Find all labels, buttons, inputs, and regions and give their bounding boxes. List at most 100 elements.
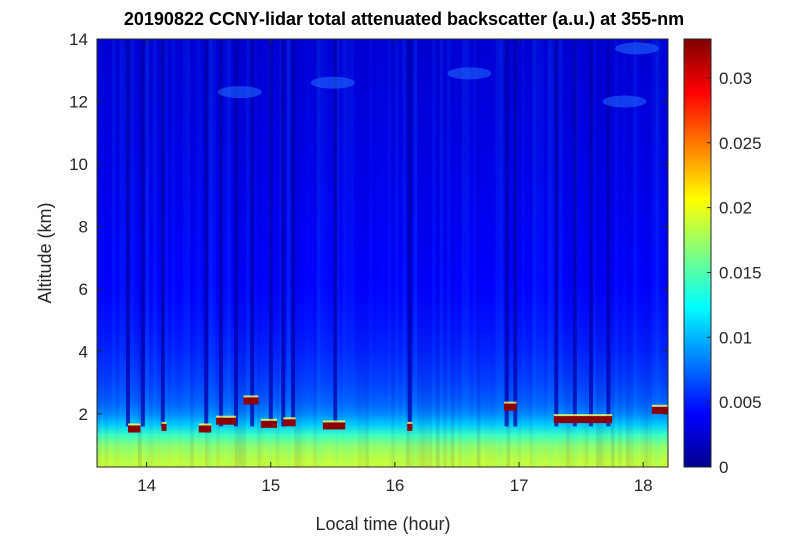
signal-column bbox=[190, 39, 194, 467]
signal-column bbox=[521, 39, 526, 467]
signal-column bbox=[216, 39, 220, 467]
signal-column bbox=[152, 39, 157, 467]
signal-dropout-column bbox=[589, 39, 593, 427]
signal-column bbox=[551, 39, 555, 467]
signal-dropout-column bbox=[554, 39, 559, 427]
signal-column bbox=[175, 39, 179, 467]
signal-column bbox=[101, 39, 105, 467]
signal-column bbox=[633, 39, 637, 467]
signal-column bbox=[599, 39, 604, 467]
signal-column bbox=[179, 39, 183, 467]
x-tick-label: 18 bbox=[634, 476, 653, 495]
signal-column bbox=[369, 39, 373, 467]
signal-column bbox=[413, 39, 418, 467]
y-tick-label: 10 bbox=[69, 155, 88, 174]
colorbar-tick-label: 0 bbox=[719, 458, 728, 477]
signal-column bbox=[424, 39, 429, 467]
signal-column bbox=[473, 39, 477, 467]
signal-column bbox=[194, 39, 198, 467]
signal-column bbox=[309, 39, 313, 467]
signal-column bbox=[663, 39, 667, 467]
signal-dropout-column bbox=[219, 39, 224, 427]
signal-column bbox=[443, 39, 447, 467]
signal-column bbox=[302, 39, 306, 467]
signal-column bbox=[432, 39, 436, 467]
signal-column bbox=[354, 39, 358, 467]
signal-column bbox=[119, 39, 123, 467]
signal-column bbox=[618, 39, 622, 467]
colorbar-tick-label: 0.02 bbox=[719, 199, 752, 218]
signal-column bbox=[104, 39, 109, 467]
cloud-layer bbox=[553, 416, 613, 424]
signal-column bbox=[417, 39, 421, 467]
signal-column bbox=[428, 39, 433, 467]
signal-column bbox=[465, 39, 470, 467]
signal-column bbox=[342, 39, 347, 467]
signal-dropout-column bbox=[291, 39, 296, 427]
signal-dropout-column bbox=[140, 39, 145, 427]
cloud-layer bbox=[283, 419, 296, 427]
signal-column bbox=[108, 39, 112, 467]
signal-column bbox=[655, 39, 660, 467]
signal-column bbox=[536, 39, 541, 467]
signal-column bbox=[320, 39, 325, 467]
signal-dropout-column bbox=[234, 39, 238, 427]
signal-dropout-column bbox=[513, 39, 518, 427]
signal-column bbox=[227, 39, 231, 467]
signal-dropout-column bbox=[572, 39, 577, 427]
signal-column bbox=[391, 39, 395, 467]
cloud-layer-edge bbox=[322, 420, 346, 423]
signal-dropout-column bbox=[160, 39, 165, 427]
colorbar-tick-label: 0.005 bbox=[719, 393, 762, 412]
colorbar-tick-label: 0.03 bbox=[719, 69, 752, 88]
signal-column bbox=[357, 39, 362, 467]
signal-column bbox=[402, 39, 407, 467]
cloud-layer-edge bbox=[260, 418, 277, 421]
cloud-layer-edge bbox=[651, 404, 668, 407]
high-cloud-patch bbox=[615, 42, 659, 55]
signal-column bbox=[224, 39, 228, 467]
signal-column bbox=[313, 39, 317, 467]
signal-column bbox=[346, 39, 351, 467]
signal-column bbox=[648, 39, 652, 467]
signal-column bbox=[387, 39, 392, 467]
signal-column bbox=[659, 39, 663, 467]
x-axis: 14 15 16 17 18 bbox=[137, 39, 653, 495]
signal-column bbox=[261, 39, 265, 467]
high-cloud-patch bbox=[217, 86, 262, 99]
cloud-layer bbox=[260, 420, 277, 428]
signal-column bbox=[361, 39, 366, 467]
y-tick-label: 6 bbox=[79, 280, 88, 299]
signal-column bbox=[130, 39, 135, 467]
signal-column bbox=[547, 39, 552, 467]
signal-column bbox=[421, 39, 425, 467]
cloud-layer bbox=[161, 423, 167, 431]
signal-column bbox=[294, 39, 299, 467]
signal-column bbox=[394, 39, 399, 467]
cloud-layer-edge bbox=[553, 414, 613, 417]
signal-dropout-column bbox=[407, 39, 412, 427]
colorbar-tick-label: 0.01 bbox=[719, 328, 752, 347]
signal-column bbox=[157, 39, 161, 467]
signal-column bbox=[149, 39, 153, 467]
cloud-layer-edge bbox=[243, 395, 259, 398]
colorbar-axis: 0 0.005 0.01 0.015 0.02 0.025 0.03 bbox=[707, 69, 762, 477]
colorbar-tick-label: 0.015 bbox=[719, 263, 762, 282]
signal-column bbox=[399, 39, 403, 467]
y-axis-label: Altitude (km) bbox=[35, 202, 55, 303]
signal-column bbox=[208, 39, 213, 467]
cloud-layer-edge bbox=[407, 421, 413, 424]
signal-column bbox=[171, 39, 176, 467]
y-tick-label: 2 bbox=[79, 405, 88, 424]
signal-column bbox=[134, 39, 138, 467]
signal-column bbox=[577, 39, 581, 467]
high-cloud-patch bbox=[310, 76, 355, 89]
signal-column bbox=[97, 39, 101, 467]
y-axis: 2 4 6 8 10 12 14 bbox=[69, 30, 668, 424]
signal-column bbox=[525, 39, 529, 467]
signal-column bbox=[164, 39, 168, 467]
signal-dropout-column bbox=[504, 39, 509, 427]
signal-column bbox=[380, 39, 384, 467]
signal-column bbox=[111, 39, 116, 467]
